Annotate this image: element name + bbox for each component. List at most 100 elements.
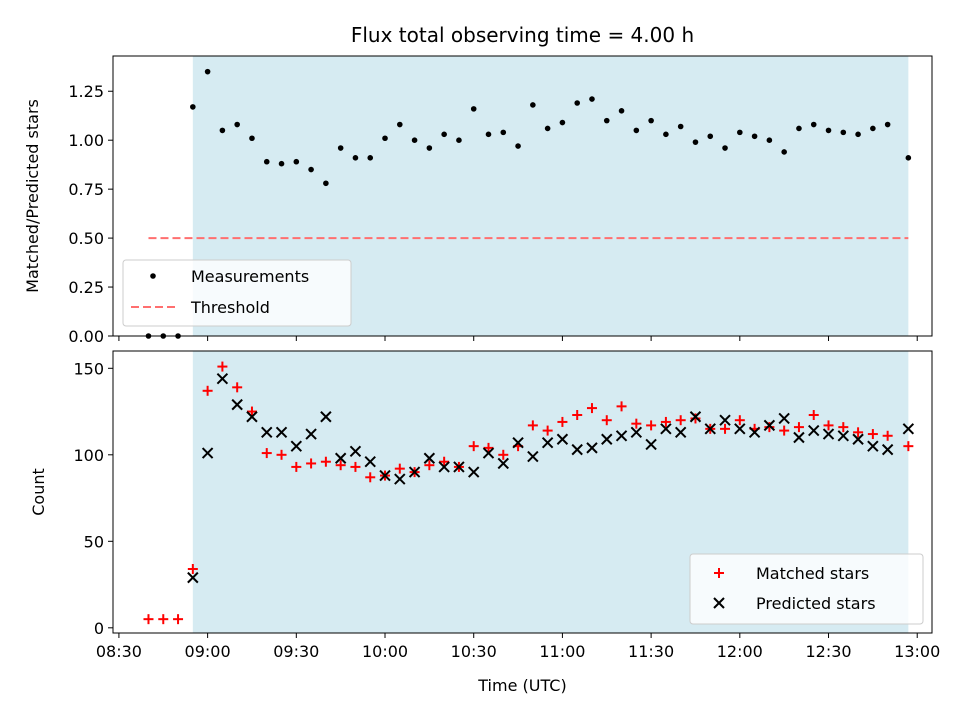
measurement-point [323,180,329,187]
matched-stars-point [468,441,479,452]
matched-stars-point [350,461,361,472]
predicted-stars-point [719,414,731,426]
measurement-point [603,117,610,124]
measurement-point [648,117,654,124]
measurement-point [382,135,388,142]
measurement-point [722,145,728,151]
legend-measurements-marker [150,273,156,279]
bottom-y-axis: 0 50 100 150 [73,359,113,638]
matched-stars-point [720,423,731,434]
predicted-stars-point [497,457,509,470]
predicted-stars-point [763,419,776,432]
predicted-stars-point [512,436,524,449]
legend-box [122,259,352,327]
matched-stars-point [542,425,553,436]
predicted-stars-point [216,372,229,385]
matched-stars-point [291,461,302,472]
measurement-point [367,155,374,161]
matched-stars-point [867,429,878,440]
matched-stars-point [586,403,597,414]
measurement-point [308,166,314,173]
matched-stars-point [276,449,287,460]
predicted-stars-point [187,571,199,584]
predicted-stars-point [556,433,569,445]
predicted-stars-point [408,466,421,478]
measurement-point [219,127,226,134]
predicted-stars-point [674,426,687,439]
predicted-stars-point [902,423,915,435]
matched-stars-point [527,420,538,431]
measurement-point [559,119,566,126]
y-tick-label: 0 [94,619,104,638]
matched-stars-point [616,401,627,412]
matched-stars-point [158,614,169,625]
measurement-point [249,135,255,142]
matched-stars-point [764,422,775,433]
predicted-stars-point [822,428,835,440]
y-tick-label: 1.00 [68,131,104,150]
predicted-stars-point [290,440,303,452]
x-tick-label: 12:00 [717,642,763,661]
predicted-stars-point [704,423,716,435]
top-plot-marks [145,68,912,339]
measurement-point [396,121,403,128]
bottom-y-axis-label: Count [29,468,48,516]
legend-threshold-label: Threshold [190,298,270,317]
matched-stars-point [601,415,612,426]
matched-stars-point [187,563,198,574]
matched-stars-point [246,406,257,417]
matched-stars-point [660,416,671,427]
measurement-point [677,123,684,130]
measurement-point [692,139,699,145]
predicted-stars-point [394,473,406,485]
predicted-stars-point [837,430,850,442]
matched-stars-point [734,415,745,426]
bottom-panel: 0 50 100 150 08:30 09:00 09:30 10:00 10:30 11:00… [29,350,940,695]
measurement-point [870,125,876,132]
predicted-stars-point [246,411,258,423]
predicted-stars-point [364,456,376,468]
y-tick-label: 150 [73,359,104,378]
measurement-point [633,127,640,134]
chart-title: Flux total observing time = 4.00 h [351,23,694,47]
measurement-point [825,127,832,134]
measurement-point [470,106,477,112]
matched-stars-point [838,422,849,433]
predicted-stars-point [645,438,657,451]
predicted-stars-point [867,440,879,452]
matched-stars-point [808,410,819,421]
predicted-stars-point [734,423,746,435]
matched-stars-point [306,458,317,469]
predicted-stars-point [601,433,613,445]
top-y-axis: 0.00 0.25 0.50 0.75 1.00 1.25 [68,82,113,346]
matched-stars-point [439,456,450,467]
predicted-stars-point [482,447,495,459]
matched-stars-point [779,425,790,436]
predicted-stars-point [881,443,894,456]
predicted-stars-point [615,430,628,442]
measurement-point [190,104,196,110]
measurement-point [441,131,447,138]
matched-stars-point [498,449,509,460]
measurement-point [544,125,551,132]
matched-stars-point [646,420,657,431]
legend-box [689,553,924,625]
matched-stars-point [365,472,376,483]
top-x-axis [118,336,918,341]
predicted-stars-point [275,426,288,439]
predicted-stars-point [438,461,450,473]
predicted-stars-point [527,450,539,463]
matched-stars-point [320,456,331,467]
measurement-point [589,96,595,102]
predicted-stars-point [305,428,317,440]
measurement-point [530,102,536,108]
measurement-point [781,149,787,155]
measurement-point [204,68,211,75]
measurement-point [515,143,521,149]
measurement-point [500,129,507,136]
y-tick-label: 50 [84,532,104,551]
measurement-point [411,137,418,143]
measurement-point [574,100,580,106]
x-tick-label: 11:30 [628,642,674,661]
